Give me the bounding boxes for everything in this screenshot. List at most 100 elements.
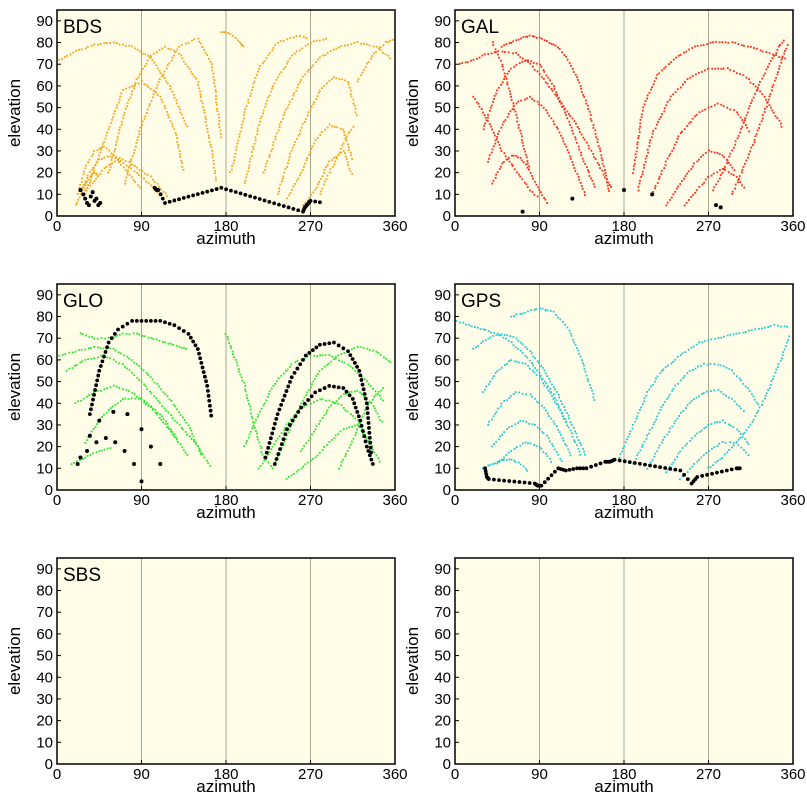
- satellite-track: [458, 50, 612, 188]
- data-point: [321, 354, 324, 357]
- data-point: [756, 86, 759, 89]
- data-point: [92, 172, 94, 175]
- data-point: [746, 441, 748, 443]
- data-point: [123, 365, 126, 368]
- data-point: [326, 52, 329, 54]
- data-point: [248, 160, 251, 163]
- data-point: [348, 130, 351, 133]
- data-point: [370, 57, 373, 60]
- data-point: [140, 368, 143, 370]
- data-point: [718, 41, 721, 44]
- highlight-point: [103, 435, 108, 440]
- data-point: [215, 103, 218, 106]
- y-tick-label: 0: [443, 756, 451, 773]
- data-point: [171, 56, 174, 59]
- data-point: [261, 453, 264, 456]
- data-point: [557, 453, 560, 456]
- data-point: [268, 156, 271, 158]
- data-point: [366, 43, 369, 46]
- data-point: [671, 425, 674, 428]
- x-axis-label: azimuth: [594, 777, 654, 796]
- data-point: [604, 172, 607, 174]
- data-point: [651, 132, 654, 135]
- data-point: [277, 193, 279, 195]
- data-point: [648, 145, 651, 148]
- data-point: [590, 149, 593, 152]
- data-point: [570, 423, 573, 426]
- data-point: [573, 167, 576, 169]
- data-point: [89, 184, 92, 187]
- data-point: [658, 72, 661, 75]
- data-point: [477, 345, 480, 347]
- data-point: [203, 456, 206, 459]
- data-point: [165, 111, 168, 113]
- data-point: [270, 448, 273, 451]
- highlight-point: [284, 389, 289, 393]
- data-point: [188, 67, 191, 70]
- data-point: [304, 117, 307, 120]
- data-point: [309, 151, 312, 154]
- data-point: [577, 439, 580, 442]
- data-point: [721, 167, 724, 170]
- data-point: [491, 182, 494, 185]
- data-point: [163, 341, 166, 344]
- data-point: [143, 383, 146, 386]
- data-point: [533, 193, 536, 196]
- data-point: [520, 341, 522, 344]
- data-point: [84, 188, 87, 191]
- data-point: [703, 340, 706, 343]
- data-point: [342, 407, 345, 409]
- data-point: [659, 372, 662, 375]
- highlight-point: [160, 196, 165, 201]
- data-point: [517, 124, 520, 126]
- data-point: [108, 169, 111, 171]
- data-point: [525, 420, 528, 423]
- data-point: [283, 171, 286, 174]
- data-point: [574, 138, 577, 141]
- data-point: [674, 384, 677, 387]
- highlight-point: [737, 466, 742, 471]
- data-point: [637, 134, 640, 137]
- data-point: [660, 173, 663, 175]
- data-point: [528, 34, 531, 37]
- data-point: [176, 421, 179, 424]
- data-point: [169, 85, 172, 87]
- data-point: [632, 168, 635, 171]
- data-point: [542, 382, 545, 385]
- data-point: [309, 436, 312, 439]
- data-point: [573, 439, 576, 442]
- data-point: [251, 427, 254, 430]
- y-tick-label: 40: [36, 395, 53, 412]
- data-point: [195, 443, 197, 445]
- data-point: [755, 401, 758, 404]
- data-point: [502, 336, 505, 339]
- highlight-point: [317, 342, 322, 347]
- data-point: [114, 157, 117, 160]
- data-point: [382, 44, 385, 47]
- data-point: [84, 184, 87, 186]
- data-point: [306, 391, 308, 394]
- data-point: [294, 182, 297, 185]
- data-point: [778, 119, 781, 122]
- data-point: [176, 438, 178, 441]
- data-point: [198, 40, 201, 43]
- data-point: [494, 372, 497, 375]
- data-point: [553, 401, 556, 403]
- highlight-point: [276, 452, 281, 456]
- data-point: [354, 111, 357, 114]
- data-point: [310, 148, 313, 150]
- data-point: [379, 419, 382, 421]
- data-point: [538, 103, 540, 106]
- data-point: [320, 87, 323, 90]
- data-point: [543, 70, 546, 73]
- data-point: [317, 372, 319, 375]
- data-point: [589, 386, 592, 389]
- x-tick-label: 180: [611, 218, 636, 235]
- data-point: [589, 117, 592, 120]
- highlight-point: [650, 192, 655, 197]
- data-point: [274, 382, 277, 385]
- data-point: [764, 397, 766, 400]
- data-point: [527, 442, 529, 445]
- highlight-point: [346, 349, 350, 354]
- data-point: [308, 68, 310, 71]
